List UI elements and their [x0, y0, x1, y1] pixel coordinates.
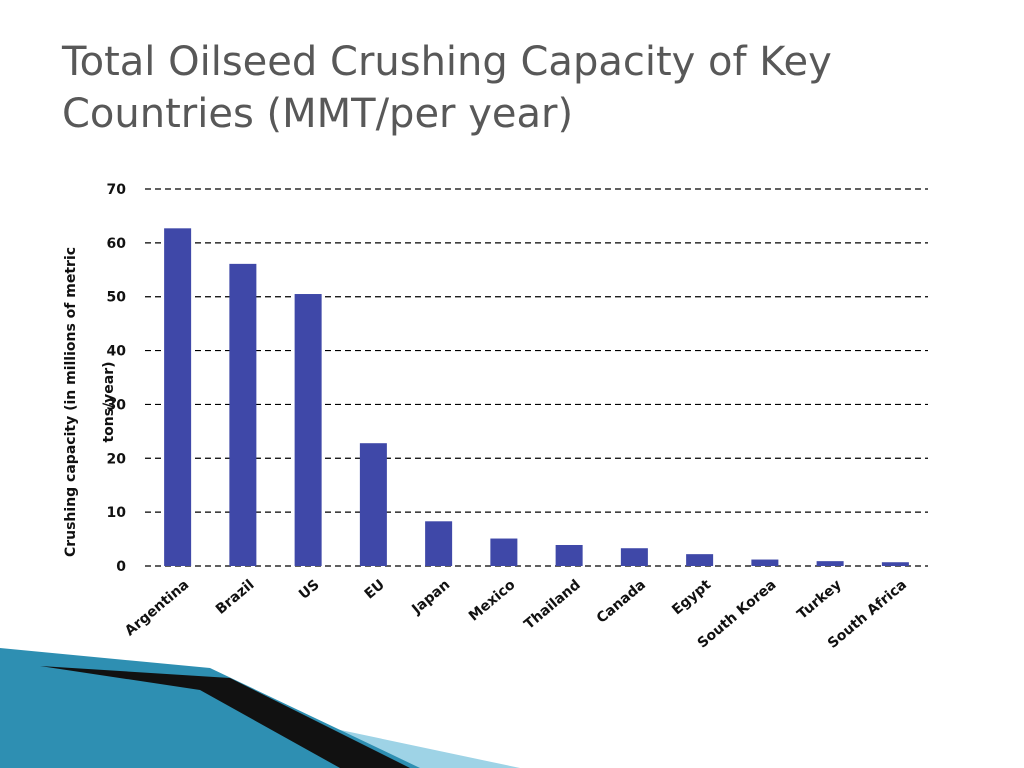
- x-category-label-egypt: Egypt: [669, 577, 714, 619]
- y-tick-labels: 0 10 20 30 40 50 60 70: [107, 182, 127, 575]
- bar-turkey: [816, 561, 844, 566]
- bar-south-korea: [751, 559, 779, 566]
- y-axis-title-line-2: tons/year): [101, 361, 117, 442]
- bar-egypt: [686, 554, 714, 566]
- bar-south-africa: [881, 562, 909, 566]
- y-tick-label-40: 40: [107, 344, 127, 360]
- slide-title: Total Oilseed Crushing Capacity of Key C…: [62, 36, 962, 140]
- bar-argentina: [164, 228, 192, 566]
- bars: [164, 228, 909, 566]
- y-tick-label-60: 60: [107, 236, 127, 252]
- bar-japan: [425, 521, 453, 566]
- y-tick-label-20: 20: [107, 451, 127, 467]
- y-tick-label-70: 70: [107, 182, 127, 198]
- slide-title-line-1: Total Oilseed Crushing Capacity of Key: [62, 39, 832, 85]
- x-category-label-thailand: Thailand: [521, 577, 583, 633]
- y-tick-label-0: 0: [116, 559, 126, 575]
- bar-brazil: [229, 263, 257, 566]
- y-tick-label-30: 30: [107, 397, 127, 413]
- x-category-label-brazil: Brazil: [213, 577, 258, 618]
- y-tick-label-10: 10: [107, 505, 127, 521]
- bar-mexico: [490, 538, 518, 566]
- x-category-label-argentina: Argentina: [122, 577, 192, 639]
- y-tick-label-50: 50: [107, 290, 127, 306]
- bar-thailand: [555, 544, 583, 566]
- gridlines: [145, 188, 928, 567]
- bar-eu: [359, 443, 387, 566]
- slide-title-line-2: Countries (MMT/per year): [62, 91, 574, 137]
- bar-us: [294, 294, 322, 566]
- x-category-label-eu: EU: [362, 577, 388, 603]
- x-category-labels: Argentina Brazil US EU Japan Mexico Thailand Ca…: [122, 577, 910, 652]
- x-category-label-us: US: [296, 577, 323, 603]
- x-category-label-mexico: Mexico: [466, 577, 519, 625]
- y-axis-title-line-1: Crushing capacity (in millions of metric: [63, 247, 79, 557]
- x-category-label-canada: Canada: [594, 577, 649, 627]
- slide-corner-decoration: [0, 648, 520, 768]
- x-category-label-japan: Japan: [408, 577, 453, 618]
- bar-canada: [620, 548, 648, 566]
- x-category-label-turkey: Turkey: [794, 577, 844, 623]
